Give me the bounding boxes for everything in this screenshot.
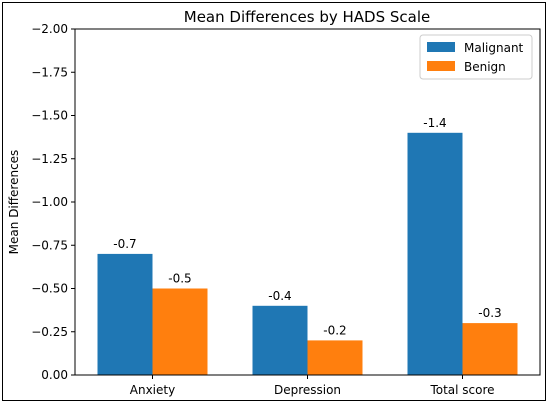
bar-benign-2 — [462, 323, 518, 375]
y-tick-label: −1.00 — [31, 195, 68, 209]
y-tick-label: −0.75 — [31, 238, 68, 252]
legend-swatch — [427, 61, 455, 71]
bar-benign-1 — [307, 340, 363, 375]
data-label: -0.7 — [113, 237, 136, 251]
legend-label: Benign — [464, 60, 506, 74]
bar-malignant-1 — [252, 305, 308, 375]
bar-benign-0 — [152, 288, 208, 375]
data-label: -0.3 — [478, 306, 501, 320]
data-label: -1.4 — [423, 116, 446, 130]
y-tick-label: −1.25 — [31, 152, 68, 166]
y-tick-label: −1.50 — [31, 109, 68, 123]
chart-title: Mean Differences by HADS Scale — [184, 8, 430, 26]
x-tick-label: Total score — [429, 383, 494, 397]
axes-group: 0.00 −0.25 −0.50 −0.75 −1.00 −1.25 −1.50 −1.75 −… — [31, 22, 541, 397]
data-label: -0.4 — [268, 289, 291, 303]
y-tick-label: −0.50 — [31, 282, 68, 296]
bars-group: -0.7 -0.4 -1.4 -0.5 -0.2 -0.3 — [97, 116, 518, 375]
y-axis-label: Mean Differences — [7, 150, 21, 255]
y-tick-label: 0.00 — [41, 368, 68, 382]
legend-label: Malignant — [464, 41, 524, 55]
y-tick-label: −1.75 — [31, 65, 68, 79]
bar-malignant-2 — [407, 132, 463, 375]
y-tick-label: −0.25 — [31, 325, 68, 339]
y-tick-label: −2.00 — [31, 22, 68, 36]
bar-malignant-0 — [97, 253, 153, 375]
data-label: -0.5 — [168, 272, 191, 286]
legend: Malignant Benign — [419, 34, 533, 80]
x-tick-label: Anxiety — [130, 383, 175, 397]
x-tick-label: Depression — [274, 383, 341, 397]
legend-swatch — [427, 42, 455, 52]
data-label: -0.2 — [323, 323, 346, 337]
